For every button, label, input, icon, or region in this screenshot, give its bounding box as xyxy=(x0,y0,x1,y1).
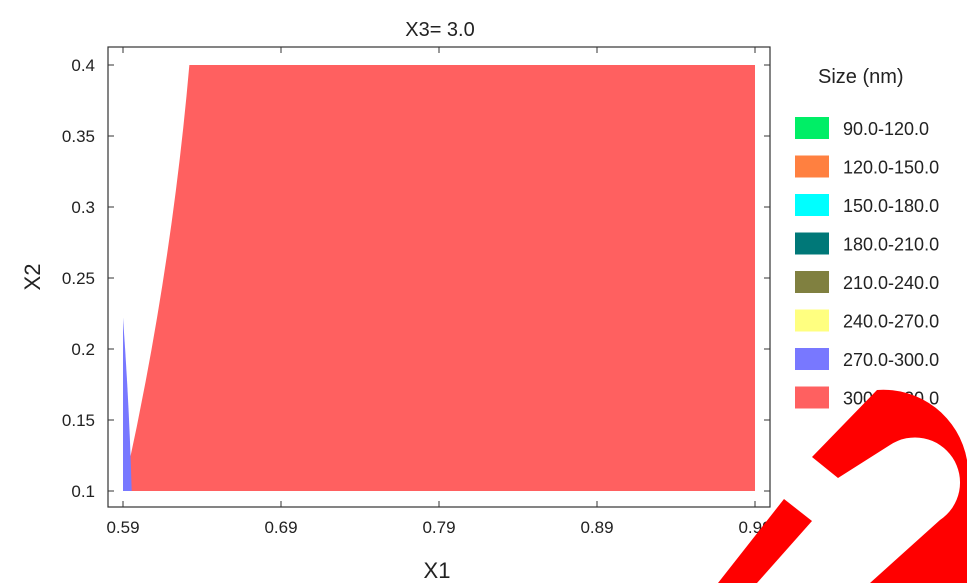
y-axis-ticks: 0.1 0.15 0.2 0.25 0.3 0.35 0.4 xyxy=(62,56,770,501)
legend-swatch xyxy=(795,309,829,332)
legend-label: 90.0-120.0 xyxy=(843,119,929,139)
contour-band xyxy=(123,317,132,491)
x-axis-label: X1 xyxy=(424,558,451,583)
y-tick-label: 0.35 xyxy=(62,127,95,146)
chart-title: X3= 3.0 xyxy=(405,19,475,41)
y-tick-label: 0.1 xyxy=(71,482,95,501)
x-axis-ticks: 0.59 0.69 0.79 0.89 0.99 xyxy=(106,47,772,537)
y-tick-label: 0.4 xyxy=(71,56,95,75)
legend-swatch xyxy=(795,155,829,178)
watermark-stroke-left xyxy=(718,499,812,583)
legend-label: 270.0-300.0 xyxy=(843,350,939,370)
legend-label: 150.0-180.0 xyxy=(843,196,939,216)
x-tick-label: 0.69 xyxy=(264,518,297,537)
y-tick-label: 0.15 xyxy=(62,411,95,430)
legend-swatch xyxy=(795,232,829,255)
legend-swatch xyxy=(795,348,829,370)
legend-label: 210.0-240.0 xyxy=(843,273,939,293)
y-tick-label: 0.25 xyxy=(62,269,95,288)
x-tick-label: 0.59 xyxy=(106,518,139,537)
contour-mask xyxy=(123,65,133,101)
y-tick-label: 0.2 xyxy=(71,340,95,359)
legend-label: 120.0-150.0 xyxy=(843,158,939,178)
x-tick-label: 0.79 xyxy=(422,518,455,537)
legend-label: 180.0-210.0 xyxy=(843,235,939,255)
contour-bands xyxy=(123,65,755,491)
legend: 90.0-120.0 120.0-150.0 150.0-180.0 180.0-21… xyxy=(795,117,939,409)
y-axis-label: X2 xyxy=(20,264,45,291)
watermark-stroke-right xyxy=(812,389,967,583)
watermark-stamp xyxy=(718,389,967,583)
contour-band xyxy=(123,65,755,491)
legend-label: 240.0-270.0 xyxy=(843,312,939,332)
legend-swatch xyxy=(795,386,829,409)
y-tick-label: 0.3 xyxy=(71,198,95,217)
legend-swatch xyxy=(795,117,829,139)
x-tick-label: 0.89 xyxy=(580,518,613,537)
legend-swatch xyxy=(795,194,829,216)
legend-swatch xyxy=(795,271,829,293)
legend-title: Size (nm) xyxy=(818,66,904,88)
